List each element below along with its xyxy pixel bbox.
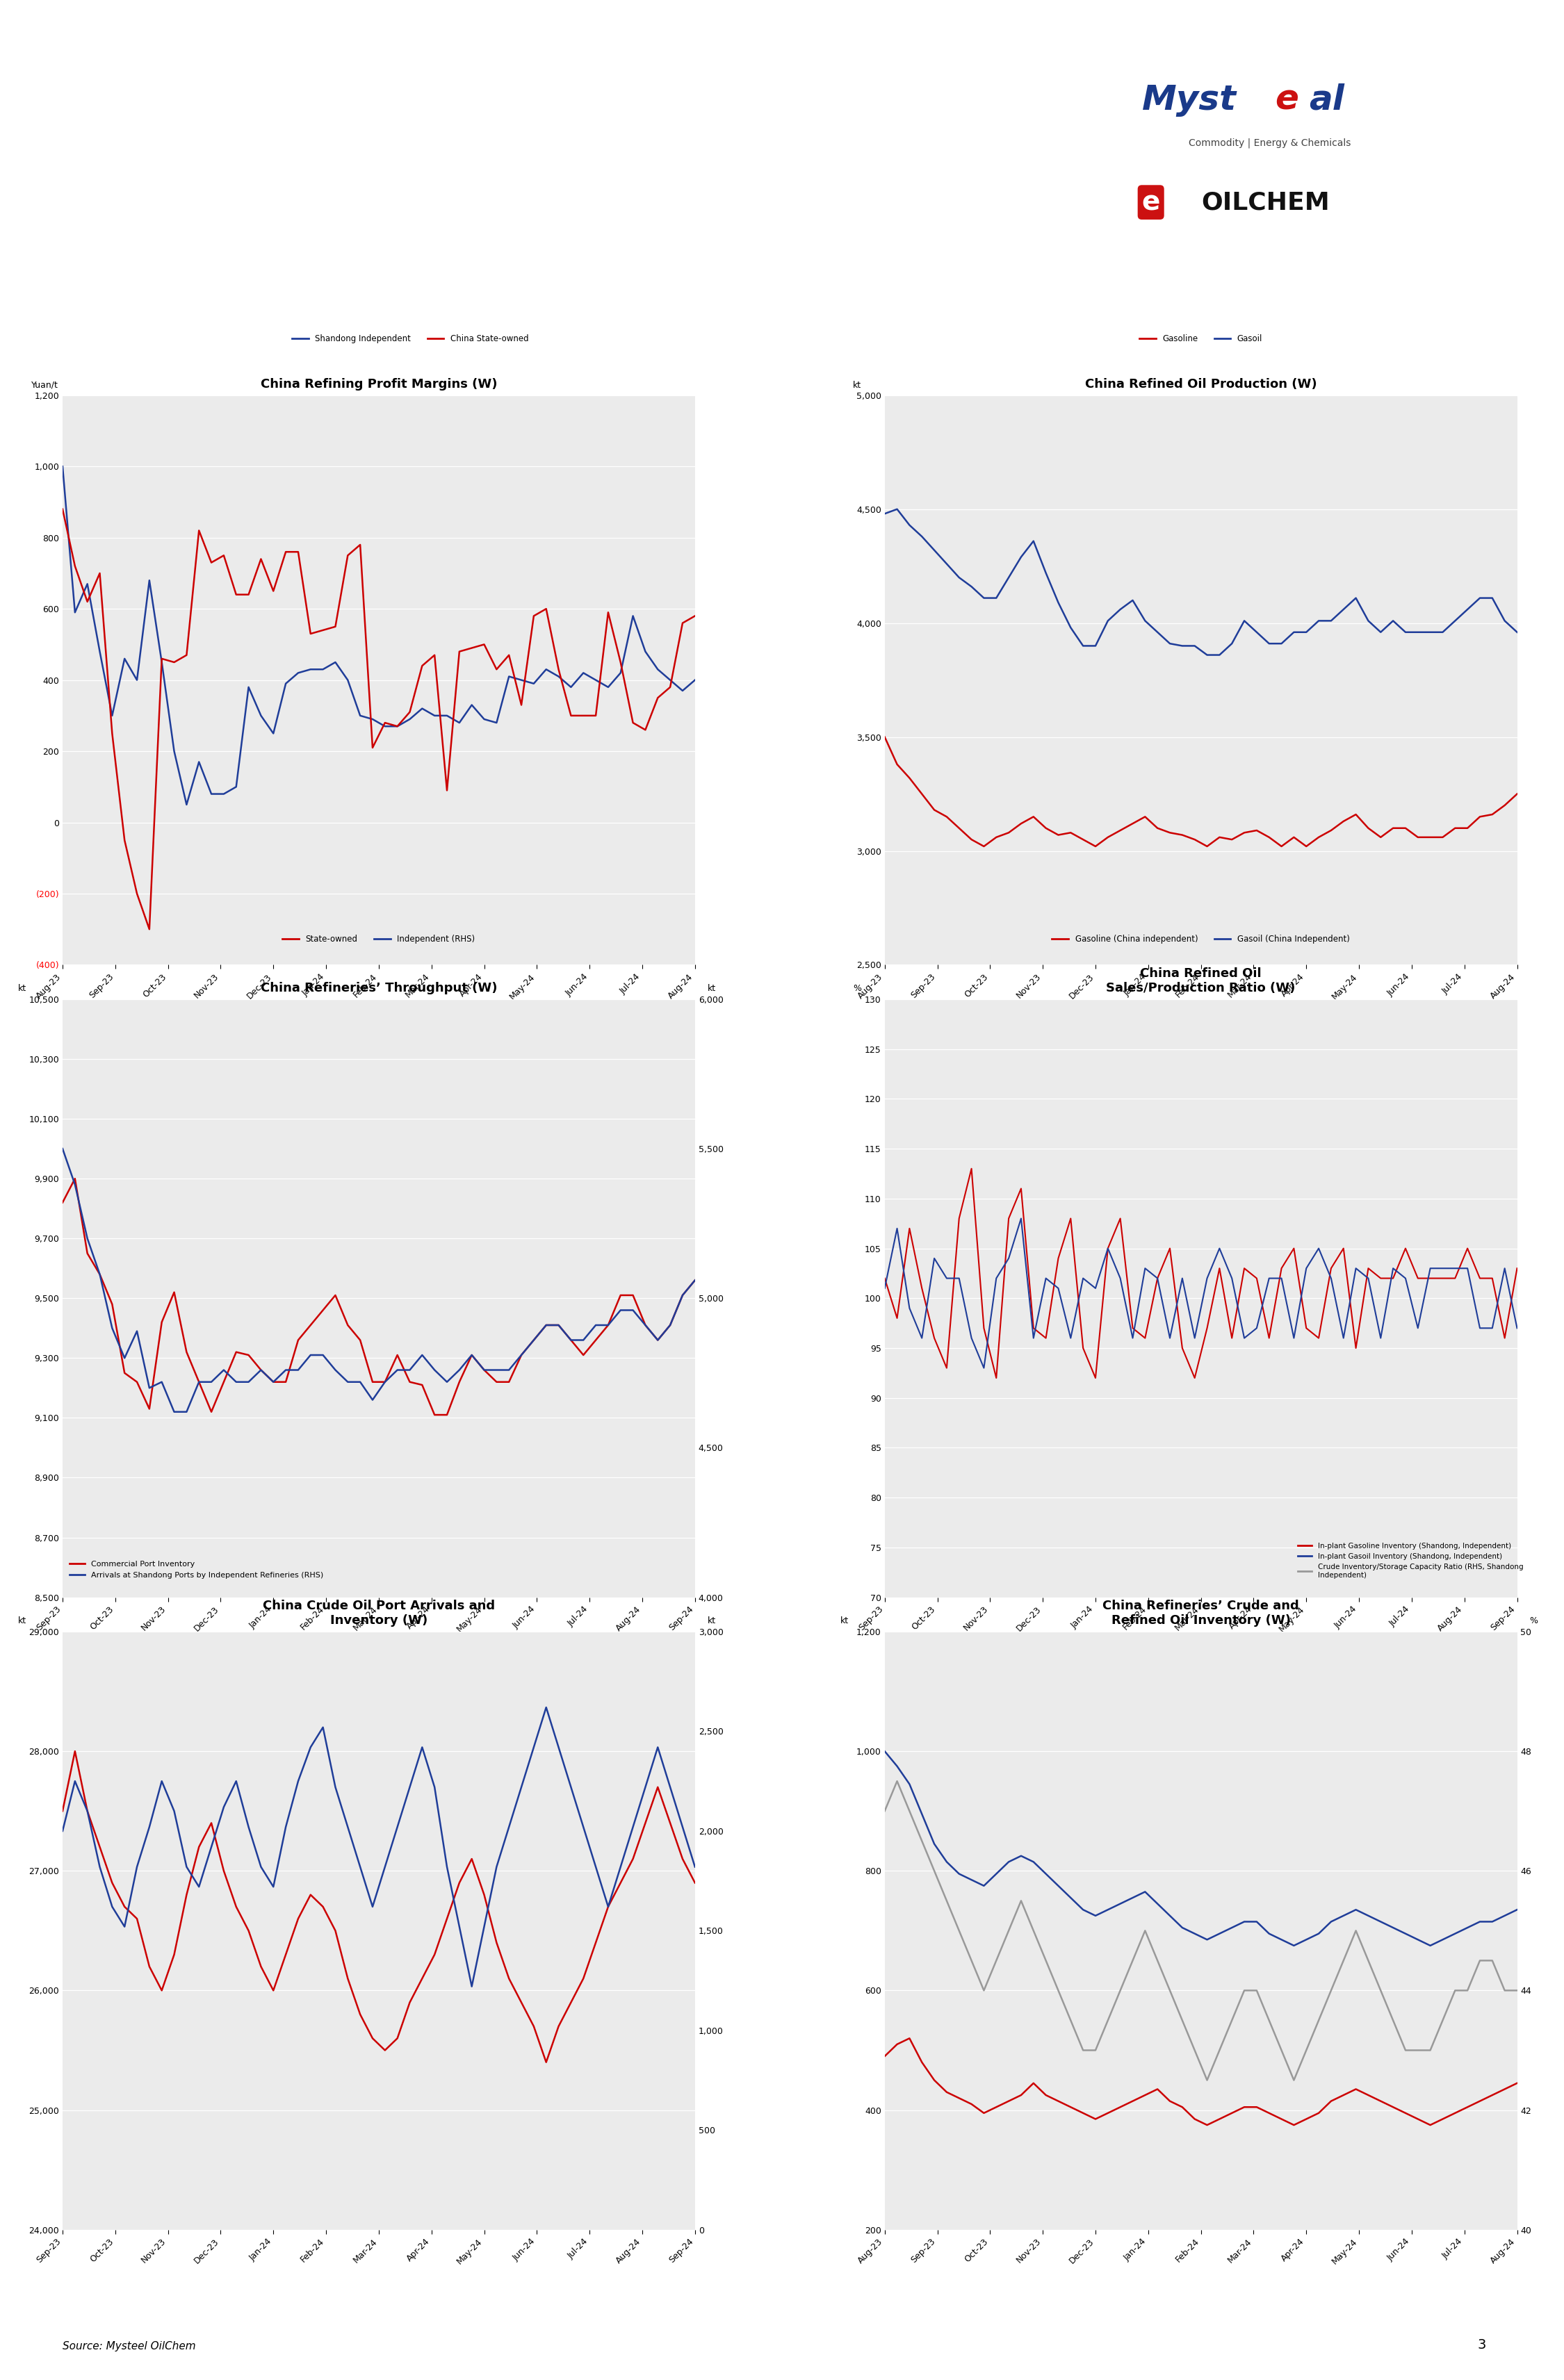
Text: kt: kt [19,985,27,992]
Legend: In-plant Gasoline Inventory (Shandong, Independent), In-plant Gasoil Inventory (: In-plant Gasoline Inventory (Shandong, I… [1295,1540,1526,1580]
Legend: State-owned, Independent (RHS): State-owned, Independent (RHS) [280,931,479,947]
Text: al: al [1309,83,1345,117]
Text: kt: kt [852,381,862,390]
Text: Yuan/t: Yuan/t [31,381,58,390]
Title: China Crude Oil Port Arrivals and
Inventory (W): China Crude Oil Port Arrivals and Invent… [263,1599,494,1626]
Title: China Refineries’ Crude and
Refined Oil Inventory (W): China Refineries’ Crude and Refined Oil … [1103,1599,1300,1626]
Legend: Gasoline (China independent), Gasoil (China Independent): Gasoline (China independent), Gasoil (Ch… [1049,931,1353,947]
Text: kt: kt [19,1616,27,1626]
Text: OILCHEM: OILCHEM [1201,190,1329,214]
Text: Commodity | Energy & Chemicals: Commodity | Energy & Chemicals [1189,138,1351,148]
Legend: Commercial Port Inventory, Arrivals at Shandong Ports by Independent Refineries : Commercial Port Inventory, Arrivals at S… [66,1559,327,1583]
Title: China Refining Profit Margins (W): China Refining Profit Margins (W) [261,378,497,390]
Text: e: e [1275,83,1298,117]
Title: China Refined Oil Production (W): China Refined Oil Production (W) [1085,378,1317,390]
Text: Source: Mysteel OilChem: Source: Mysteel OilChem [63,2342,196,2351]
Title: China Refined Oil
Sales/Production Ratio (W): China Refined Oil Sales/Production Ratio… [1106,966,1295,995]
Text: e: e [1142,188,1160,217]
Text: kt: kt [707,985,716,992]
Text: 3: 3 [1476,2337,1486,2351]
Title: China Refineries’ Throughput (W): China Refineries’ Throughput (W) [261,981,497,995]
Legend: Shandong Independent, China State-owned: Shandong Independent, China State-owned [289,331,532,347]
Text: kt: kt [707,1616,716,1626]
Text: Myst: Myst [1142,83,1236,117]
Text: %: % [852,985,862,992]
Text: %: % [1530,1616,1537,1626]
Text: kt: kt [840,1616,849,1626]
Legend: Gasoline, Gasoil: Gasoline, Gasoil [1135,331,1265,347]
